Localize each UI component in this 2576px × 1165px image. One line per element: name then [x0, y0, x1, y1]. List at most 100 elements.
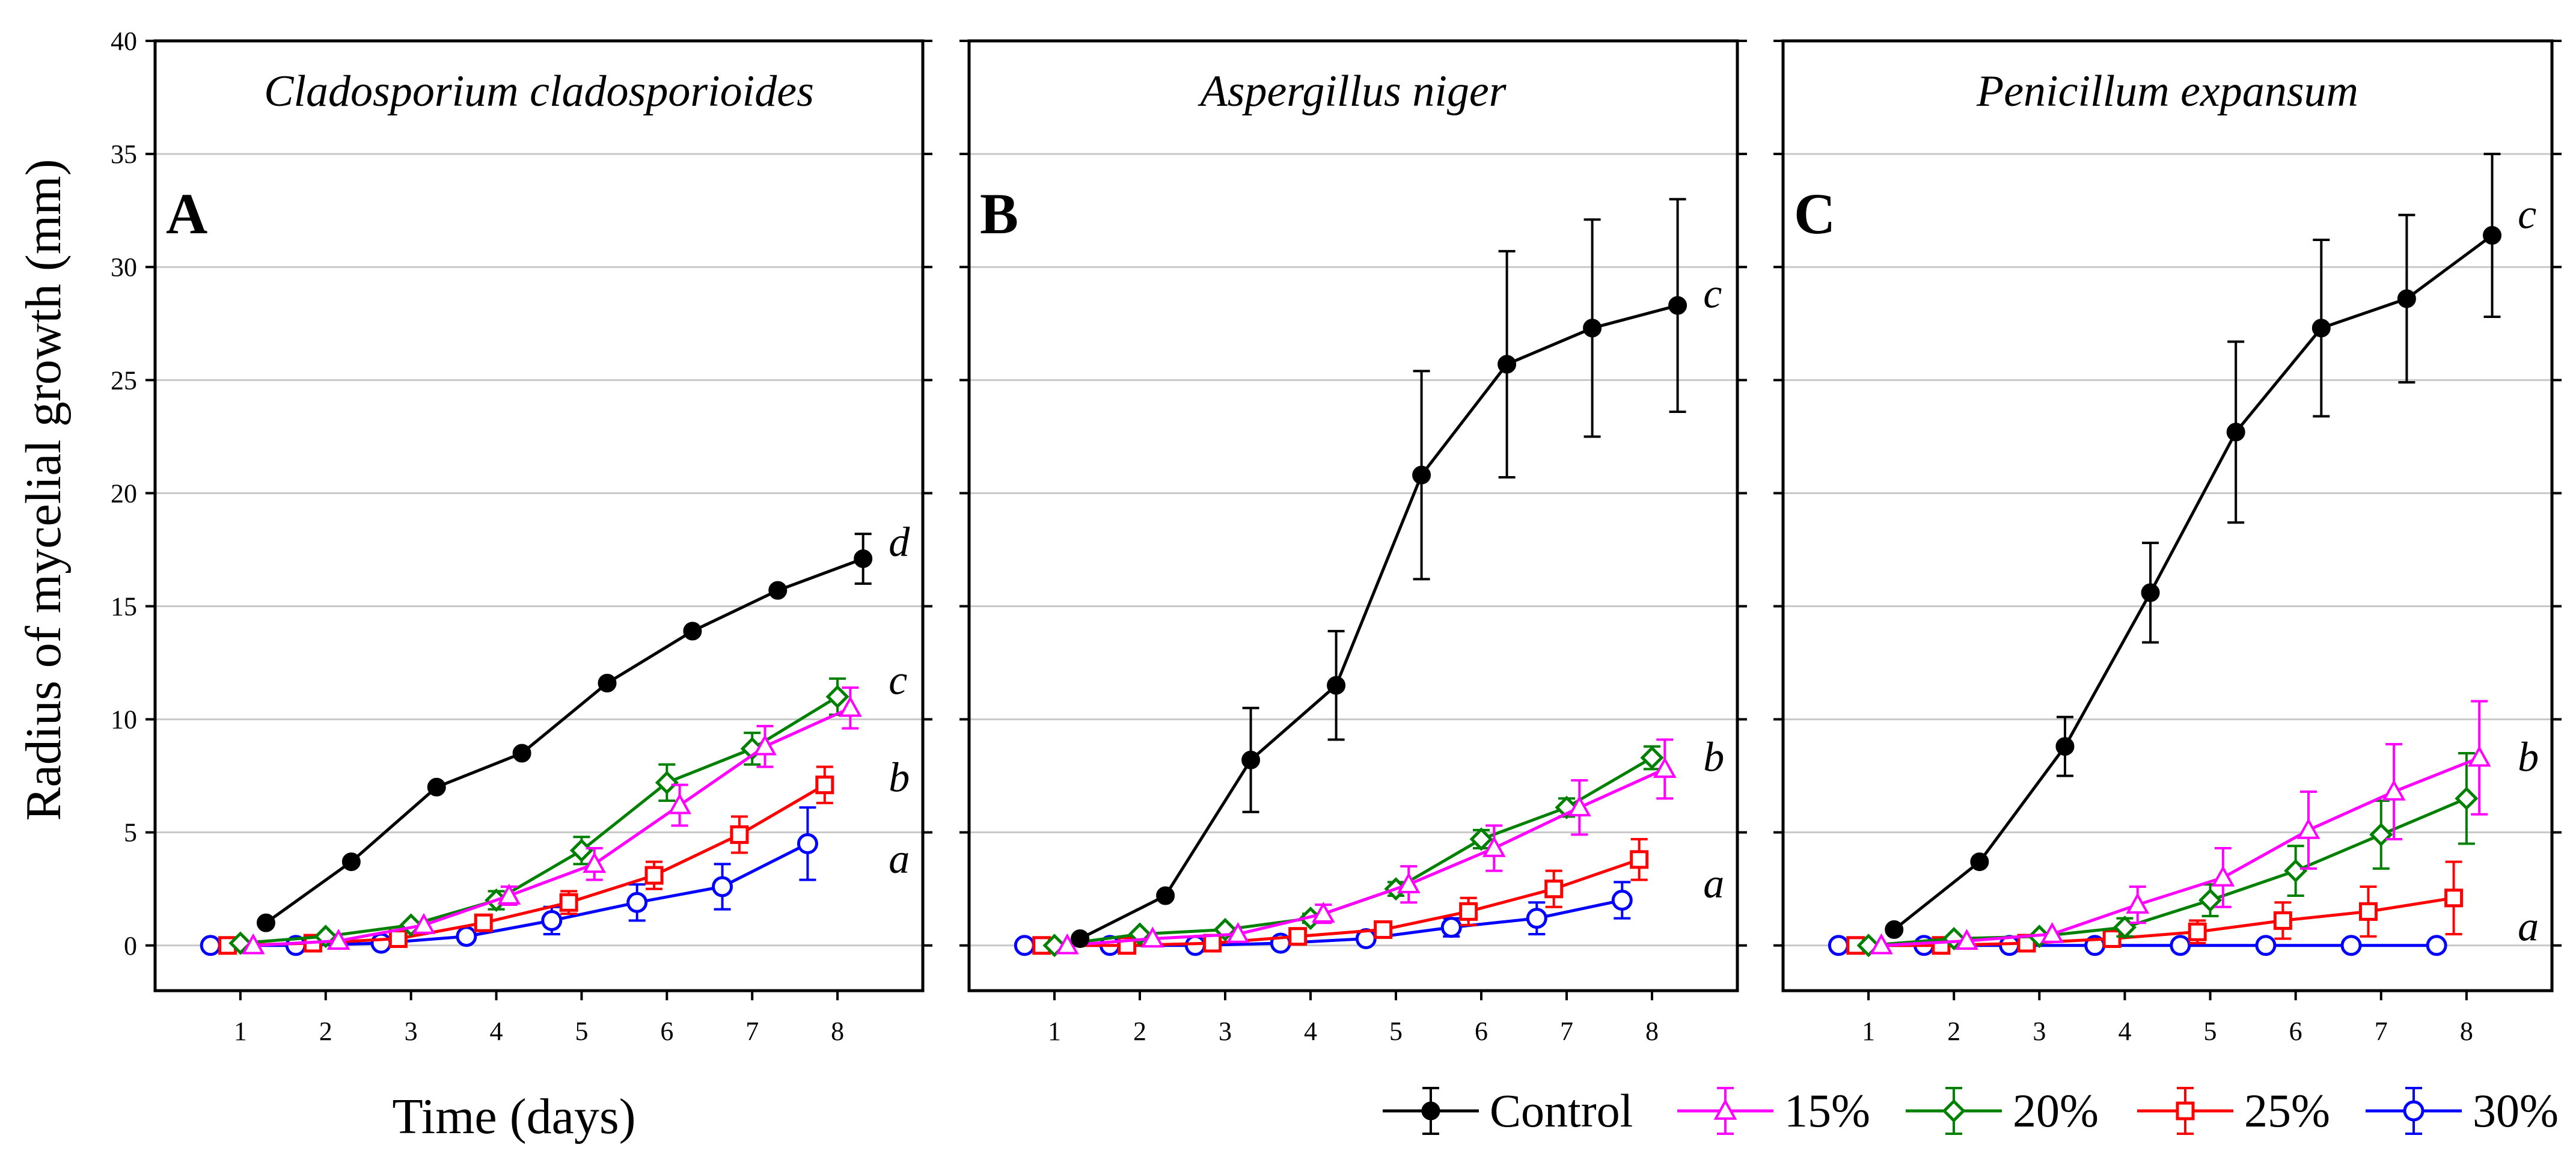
- panel-title: Aspergillus niger: [1197, 67, 1507, 116]
- y-tick-label: 0: [124, 931, 137, 961]
- data-point: [497, 883, 521, 905]
- data-point: [2455, 786, 2479, 810]
- data-point: [626, 891, 648, 913]
- legend-item-30pct: 30%: [2366, 1084, 2559, 1137]
- data-point: [838, 696, 862, 717]
- data-point: [683, 622, 702, 641]
- x-tick-label: 3: [1219, 1017, 1232, 1046]
- legend-item-15pct: 15%: [1677, 1084, 1870, 1137]
- data-point: [2226, 423, 2245, 442]
- series-30pct: [200, 806, 818, 956]
- legend-label: 25%: [2244, 1084, 2330, 1137]
- series-20pct: [1042, 745, 1664, 958]
- data-point: [1469, 827, 1493, 851]
- plot-frame: [1781, 39, 2554, 992]
- series-line: [1067, 768, 1666, 947]
- data-point: [854, 549, 873, 568]
- panel-title: Penicillum expansum: [1976, 67, 2358, 116]
- y-tick-label: 5: [124, 818, 137, 848]
- data-point: [1311, 901, 1335, 923]
- data-point: [2483, 226, 2502, 245]
- legend-label: 20%: [2013, 1084, 2099, 1137]
- data-point: [668, 793, 692, 815]
- data-point: [427, 777, 446, 797]
- legend-marker: [1942, 1099, 1966, 1123]
- x-tick-label: 3: [405, 1017, 418, 1046]
- x-tick-label: 6: [1475, 1017, 1488, 1046]
- data-point: [1970, 852, 1989, 872]
- panel-c: 1 2 3 4 5 6 7 8 Penicillum expansum C c b a: [1773, 39, 2562, 1046]
- group-label: c: [2518, 192, 2536, 238]
- data-point: [1440, 917, 1462, 938]
- series-line: [1041, 858, 1640, 947]
- legend-item-25pct: 25%: [2137, 1084, 2330, 1137]
- data-point: [583, 852, 607, 873]
- data-point: [412, 913, 436, 934]
- x-tick-label: 1: [234, 1017, 247, 1046]
- data-point: [2426, 935, 2447, 956]
- data-point: [1014, 935, 1035, 956]
- panel-letter: C: [1794, 182, 1835, 246]
- data-point: [1397, 872, 1421, 893]
- data-point: [1055, 933, 1079, 955]
- plot-frame: [967, 39, 1739, 992]
- data-point: [1288, 927, 1308, 946]
- legend-item-20pct: 20%: [1906, 1084, 2099, 1137]
- panel-title: Cladosporium cladosporioides: [264, 67, 814, 116]
- x-tick-label: 1: [1048, 1017, 1061, 1046]
- data-point: [2382, 779, 2406, 801]
- data-point: [1828, 935, 1849, 956]
- data-point: [1885, 920, 1904, 939]
- series-line: [1079, 304, 1678, 940]
- x-tick-label: 5: [1389, 1017, 1403, 1046]
- y-axis-label: Radius of mycelial growth (mm): [16, 159, 72, 821]
- x-tick-label: 6: [660, 1017, 673, 1046]
- data-point: [1870, 933, 1893, 955]
- data-point: [1412, 465, 1431, 485]
- x-tick-label: 7: [2375, 1017, 2388, 1046]
- x-tick-label: 1: [1862, 1017, 1875, 1046]
- data-point: [2444, 888, 2464, 908]
- x-tick-label: 4: [1304, 1017, 1317, 1046]
- group-label: b: [1703, 735, 1724, 781]
- data-point: [2340, 935, 2362, 956]
- data-point: [753, 734, 777, 756]
- data-point: [1611, 890, 1633, 911]
- data-point: [712, 876, 733, 897]
- data-point: [559, 893, 578, 912]
- x-axis-label: Time (days): [392, 1089, 635, 1145]
- data-point: [456, 926, 477, 947]
- data-point: [768, 581, 788, 600]
- series-line: [253, 706, 851, 947]
- data-point: [1583, 319, 1602, 338]
- data-point: [474, 913, 493, 932]
- series-control: [1071, 198, 1687, 948]
- data-point: [370, 932, 392, 954]
- y-tick-label: 40: [111, 26, 137, 56]
- group-label: c: [889, 658, 907, 704]
- data-point: [1955, 929, 1978, 950]
- data-point: [1071, 929, 1090, 948]
- series-line: [1054, 756, 1653, 947]
- y-tick-label: 30: [111, 252, 137, 282]
- data-point: [1482, 836, 1506, 857]
- data-point: [1184, 935, 1206, 956]
- series-15pct: [1870, 700, 2491, 955]
- legend-marker: [2403, 1100, 2425, 1122]
- data-point: [256, 913, 275, 932]
- y-tick-label: 15: [111, 592, 137, 621]
- data-point: [2198, 888, 2223, 913]
- x-tick-label: 3: [2033, 1017, 2046, 1046]
- plot-frame: [153, 39, 925, 992]
- data-point: [2040, 922, 2064, 943]
- data-point: [2188, 922, 2207, 941]
- data-point: [730, 825, 749, 844]
- group-label: b: [889, 754, 910, 801]
- data-point: [2296, 818, 2321, 839]
- series-line: [1881, 756, 2480, 947]
- series-15pct: [1055, 738, 1677, 955]
- data-point: [2126, 892, 2150, 914]
- data-point: [1203, 934, 1222, 953]
- data-point: [1459, 902, 1478, 921]
- series-control: [256, 533, 873, 932]
